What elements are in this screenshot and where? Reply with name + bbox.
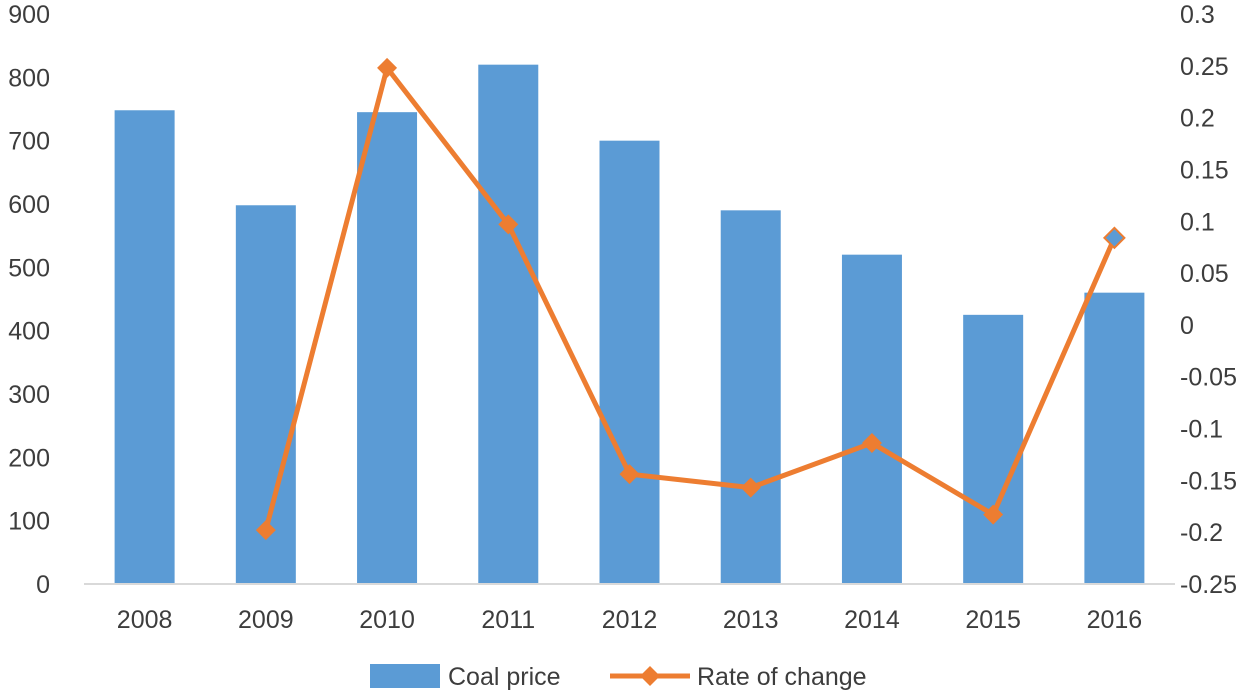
bar-2015: [963, 314, 1024, 584]
bar-2010: [357, 112, 418, 585]
y-left-tick-label: 400: [8, 318, 50, 346]
bar-series-group: [114, 64, 1145, 585]
y-right-tick-label: -0.1: [1180, 416, 1223, 444]
y-right-tick-label: -0.05: [1180, 364, 1237, 392]
y-right-tick-label: -0.15: [1180, 467, 1237, 495]
y-right-tick-label: 0.3: [1180, 1, 1215, 29]
line-point-2011: [498, 214, 519, 235]
y-left-tick-label: 800: [8, 64, 50, 92]
x-tick-label: 2016: [1087, 606, 1143, 634]
bar-2016: [1084, 292, 1145, 584]
line-series-group: [255, 57, 1126, 541]
x-tick-label: 2011: [481, 606, 535, 634]
bar-2012: [599, 140, 660, 584]
line-point-2010: [377, 57, 398, 78]
y-left-tick-label: 700: [8, 128, 50, 156]
y-left-tick-label: 900: [8, 1, 50, 29]
y-left-tick-label: 500: [8, 254, 50, 282]
x-tick-label: 2015: [965, 606, 1021, 634]
y-left-tick-label: 200: [8, 444, 50, 472]
legend: Coal price Rate of change: [370, 663, 867, 691]
bar-2014: [841, 254, 902, 584]
line-point-2015: [983, 504, 1004, 525]
line-point-2016: [1102, 226, 1126, 250]
y-right-tick-label: -0.2: [1180, 519, 1223, 547]
x-tick-label: 2014: [844, 606, 900, 634]
y-left-tick-label: 300: [8, 381, 50, 409]
bar-2013: [720, 210, 781, 585]
rate-of-change-line: [263, 65, 1117, 531]
y-right-tick-label: 0.1: [1180, 208, 1215, 236]
bar-2008: [114, 110, 175, 585]
axes-group: 2008 2009 2010 2011 2012 2013 2014 2015 2016 0 100…: [8, 1, 1237, 634]
y-right-tick-label: 0.05: [1180, 260, 1229, 288]
y-right-tick-label: 0.15: [1180, 156, 1229, 184]
y-right-tick-label: -0.25: [1180, 571, 1237, 599]
y-right-tick-label: 0.25: [1180, 53, 1229, 81]
x-tick-label: 2012: [602, 606, 658, 634]
line-point-2013: [740, 477, 761, 498]
x-tick-label: 2010: [359, 606, 415, 634]
legend-label-coal-price: Coal price: [448, 663, 561, 691]
line-point-2012: [619, 464, 640, 485]
y-left-tick-label: 600: [8, 191, 50, 219]
bar-2011: [478, 64, 539, 584]
x-tick-label: 2013: [723, 606, 779, 634]
line-point-2014: [861, 433, 882, 454]
y-left-tick-label: 100: [8, 508, 50, 536]
line-point-2009: [255, 520, 276, 541]
legend-swatch-coal-price: [370, 664, 440, 688]
legend-swatch-rate-marker: [640, 666, 660, 686]
x-tick-label: 2008: [117, 606, 173, 634]
y-right-tick-label: 0.2: [1180, 105, 1215, 133]
x-tick-label: 2009: [238, 606, 294, 634]
legend-label-rate-of-change: Rate of change: [697, 663, 867, 691]
y-left-tick-label: 0: [36, 571, 50, 599]
y-right-tick-label: 0: [1180, 312, 1194, 340]
